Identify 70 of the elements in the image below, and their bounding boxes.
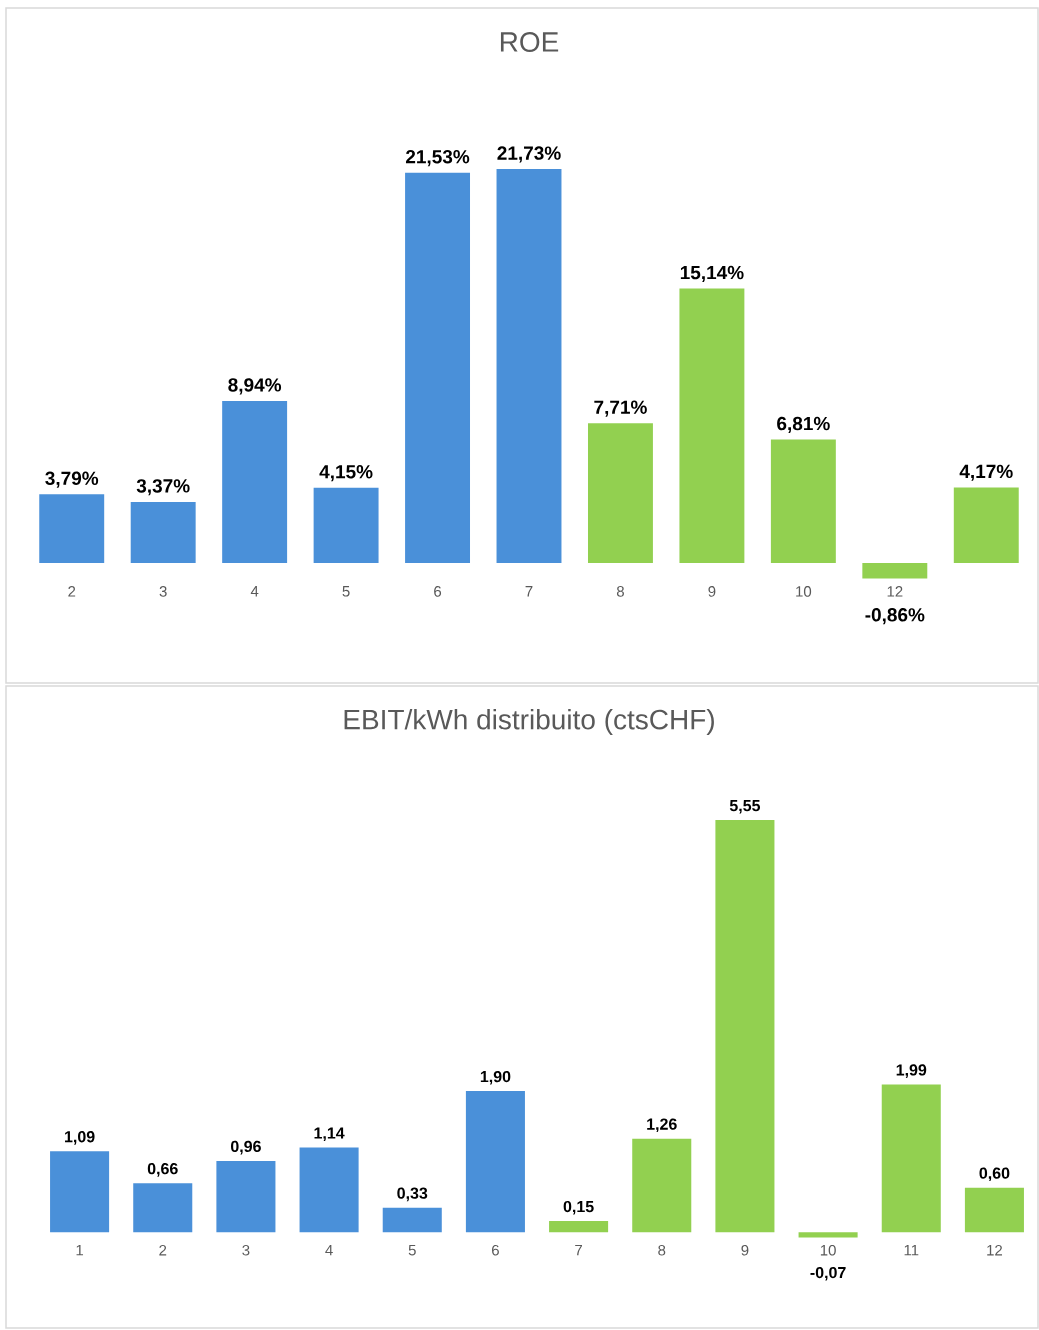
data-label: 0,66	[147, 1163, 178, 1177]
x-tick-label: 12	[887, 586, 903, 597]
bar	[632, 1138, 692, 1233]
bar	[715, 820, 775, 1233]
x-tick-label: 2	[159, 1244, 167, 1256]
bar	[222, 400, 288, 563]
data-label: 7,71%	[594, 400, 647, 417]
data-label: 15,14%	[680, 265, 744, 283]
x-tick-label: 1	[76, 1244, 84, 1256]
x-tick-label: 9	[741, 1244, 749, 1256]
data-label: 0,15	[563, 1200, 594, 1215]
x-tick-label: 7	[575, 1244, 583, 1256]
chart-title: EBIT/kWh distribuito (ctsCHF)	[344, 708, 714, 736]
data-label: 1,90	[480, 1070, 511, 1085]
x-tick-label: 5	[408, 1244, 416, 1256]
data-label: -0,07	[810, 1266, 846, 1281]
bar	[216, 1160, 276, 1233]
bar	[405, 172, 471, 563]
data-label: 0,60	[979, 1167, 1010, 1182]
x-tick-label: 4	[250, 586, 259, 597]
bar	[798, 1232, 858, 1238]
bar	[964, 1187, 1024, 1233]
x-tick-label: 6	[492, 1244, 499, 1256]
bar	[313, 487, 379, 563]
x-tick-label: 5	[342, 586, 350, 597]
data-label: -0,86%	[865, 608, 925, 625]
data-label: 1,14	[314, 1127, 345, 1142]
bar	[679, 288, 745, 563]
x-tick-label: 3	[242, 1244, 250, 1256]
bar	[496, 169, 562, 563]
x-tick-label: 8	[658, 1244, 666, 1256]
bar	[770, 439, 836, 563]
x-tick-label: 7	[525, 586, 533, 597]
bar	[549, 1221, 609, 1233]
data-label: 1,26	[647, 1118, 677, 1133]
bar	[465, 1091, 525, 1233]
x-tick-label: 6	[434, 586, 442, 597]
data-label: 0,33	[397, 1187, 428, 1202]
x-tick-label: 12	[987, 1244, 1003, 1256]
x-tick-label: 10	[820, 1244, 836, 1256]
data-label: 5,55	[729, 800, 761, 814]
data-label: 6,81%	[777, 416, 830, 434]
x-tick-label: 3	[159, 586, 167, 597]
x-tick-label: 2	[68, 586, 76, 597]
data-label: 3,79%	[45, 471, 99, 488]
data-label: 4,17%	[959, 464, 1013, 481]
chart-title: ROE	[500, 32, 559, 52]
bar	[881, 1084, 941, 1233]
data-label: 0,96	[230, 1140, 261, 1155]
x-tick-label: 11	[904, 1244, 919, 1256]
bar	[133, 1183, 193, 1233]
data-label: 4,15%	[319, 465, 373, 482]
data-label: 21,53%	[405, 150, 470, 167]
data-label: 8,94%	[228, 378, 282, 395]
bar	[39, 494, 105, 563]
x-tick-label: 10	[796, 586, 812, 597]
bar	[50, 1151, 110, 1233]
bar	[299, 1147, 359, 1233]
bar	[130, 501, 196, 563]
data-label: 3,37%	[136, 479, 190, 496]
bar	[953, 487, 1019, 563]
data-label: 1,09	[65, 1131, 95, 1145]
x-tick-label: 4	[325, 1244, 333, 1256]
data-label: 1,99	[896, 1064, 927, 1078]
x-tick-label: 8	[616, 586, 624, 597]
bar	[862, 562, 928, 579]
x-tick-label: 9	[708, 586, 716, 597]
bar	[587, 423, 653, 563]
data-label: 21,73%	[497, 146, 561, 163]
bar	[382, 1207, 442, 1233]
